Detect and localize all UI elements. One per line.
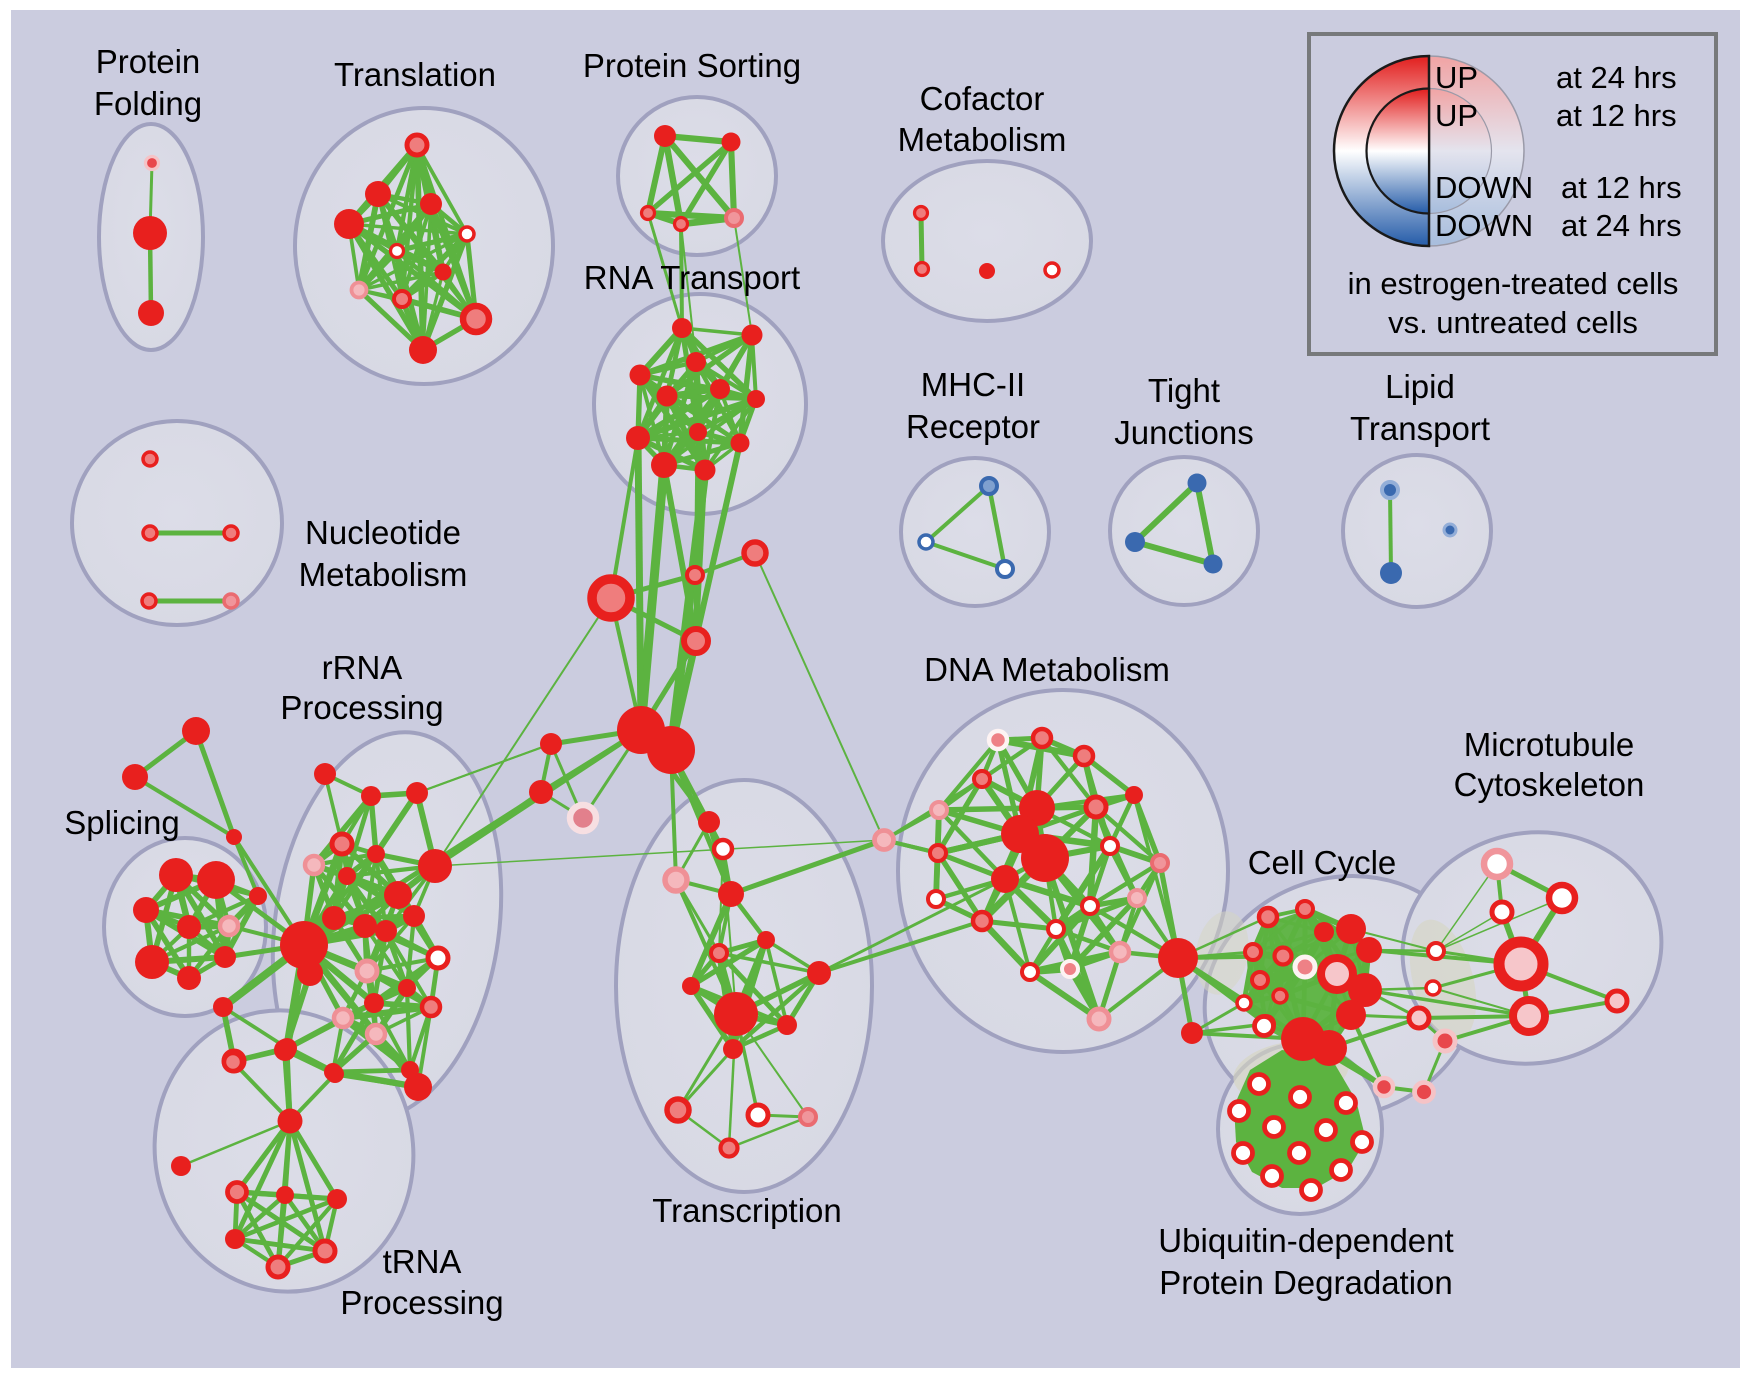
svg-text:Cytoskeleton: Cytoskeleton [1454, 766, 1645, 803]
svg-text:at 24 hrs: at 24 hrs [1561, 208, 1682, 243]
svg-text:Ubiquitin-dependent: Ubiquitin-dependent [1158, 1222, 1453, 1259]
svg-text:Protein Degradation: Protein Degradation [1159, 1264, 1453, 1301]
svg-text:Transport: Transport [1350, 410, 1490, 447]
svg-text:Protein Sorting: Protein Sorting [583, 47, 801, 84]
svg-text:DOWN: DOWN [1435, 208, 1533, 243]
svg-text:Tight: Tight [1148, 372, 1220, 409]
svg-text:Metabolism: Metabolism [898, 121, 1067, 158]
svg-text:RNA Transport: RNA Transport [584, 259, 800, 296]
svg-text:Microtubule: Microtubule [1464, 726, 1635, 763]
svg-text:vs. untreated cells: vs. untreated cells [1388, 305, 1638, 340]
svg-text:Cofactor: Cofactor [920, 80, 1045, 117]
svg-text:at 24 hrs: at 24 hrs [1556, 60, 1677, 95]
svg-text:Cell Cycle: Cell Cycle [1248, 844, 1397, 881]
svg-text:Processing: Processing [340, 1284, 503, 1321]
svg-text:Transcription: Transcription [652, 1192, 842, 1229]
svg-text:Protein: Protein [96, 43, 201, 80]
svg-text:tRNA: tRNA [383, 1243, 462, 1280]
svg-text:Translation: Translation [334, 56, 496, 93]
svg-text:in estrogen-treated cells: in estrogen-treated cells [1348, 266, 1679, 301]
svg-text:at 12 hrs: at 12 hrs [1561, 170, 1682, 205]
svg-text:MHC-II: MHC-II [921, 366, 1025, 403]
svg-text:Folding: Folding [94, 85, 202, 122]
svg-text:Receptor: Receptor [906, 408, 1040, 445]
svg-text:UP: UP [1435, 60, 1478, 95]
svg-text:rRNA: rRNA [322, 649, 403, 686]
svg-text:at 12 hrs: at 12 hrs [1556, 98, 1677, 133]
svg-text:Junctions: Junctions [1114, 414, 1253, 451]
svg-text:UP: UP [1435, 98, 1478, 133]
svg-text:Metabolism: Metabolism [299, 556, 468, 593]
svg-text:Lipid: Lipid [1385, 368, 1455, 405]
svg-text:Processing: Processing [280, 689, 443, 726]
svg-text:Splicing: Splicing [64, 804, 180, 841]
svg-text:DNA Metabolism: DNA Metabolism [924, 651, 1170, 688]
svg-text:Nucleotide: Nucleotide [305, 514, 461, 551]
svg-text:DOWN: DOWN [1435, 170, 1533, 205]
